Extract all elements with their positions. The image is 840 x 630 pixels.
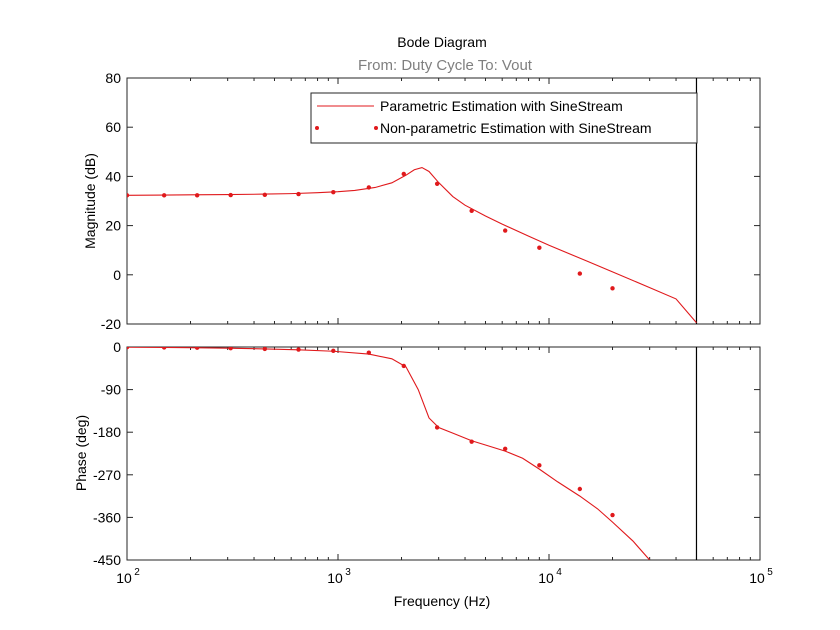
magnitude-panel: -20 0 20 40 60 80 Magnitude (dB) Parametric E… <box>82 70 761 332</box>
nonparametric-data-point <box>401 171 406 177</box>
nonparametric-data-point <box>434 181 440 186</box>
phase-plot-area <box>126 346 761 561</box>
nonparametric-data-point <box>610 512 615 518</box>
nonparametric-data-point <box>577 271 583 276</box>
y-tick-label: 0 <box>113 267 121 283</box>
y-tick-label: 60 <box>105 119 121 135</box>
y-tick-label: -270 <box>93 467 121 483</box>
phase-y-label: Phase (deg) <box>73 415 89 491</box>
y-tick-label: -360 <box>93 509 121 525</box>
nonparametric-data-point <box>577 486 583 492</box>
parametric-estimate-line <box>127 166 697 324</box>
nonparametric-data-point <box>366 350 372 355</box>
x-tick-label-exponent: 2 <box>134 567 140 578</box>
nonparametric-data-point <box>610 286 615 291</box>
legend-entry-parametric: Parametric Estimation with SineStream <box>380 98 623 114</box>
x-axis-label: Frequency (Hz) <box>394 593 490 609</box>
x-tick-label: 10 5 <box>749 567 773 586</box>
nonparametric-data-point <box>296 191 301 197</box>
legend-dot-swatch-left <box>315 126 319 130</box>
y-tick-label: 20 <box>105 218 121 234</box>
x-tick-label: 10 4 <box>538 567 562 586</box>
legend-entry-nonparametric: Non-parametric Estimation with SineStrea… <box>380 120 652 136</box>
magnitude-y-label: Magnitude (dB) <box>82 153 98 249</box>
nonparametric-data-point <box>262 347 268 352</box>
nonparametric-data-point <box>161 193 167 198</box>
x-tick-label-base: 10 <box>538 570 554 586</box>
legend: Parametric Estimation with SineStream No… <box>310 92 698 144</box>
phase-panel: -450 -360 -270 -180 -90 0 Phase (deg) <box>73 339 761 568</box>
nonparametric-data-point <box>434 425 440 430</box>
nonparametric-data-point <box>161 347 167 350</box>
x-tick-label: 10 2 <box>116 567 140 586</box>
y-tick-label: -180 <box>93 424 121 440</box>
y-tick-label: -450 <box>93 552 121 568</box>
nonparametric-data-point <box>331 348 336 353</box>
y-tick-label: 0 <box>113 339 121 355</box>
nonparametric-data-point <box>469 208 474 214</box>
nonparametric-data-point <box>366 185 372 190</box>
nonparametric-data-point <box>127 193 130 198</box>
x-tick-label: 10 3 <box>327 567 351 586</box>
y-tick-label: 80 <box>105 70 121 86</box>
x-tick-label-exponent: 3 <box>345 567 351 578</box>
nonparametric-data-point <box>296 347 301 352</box>
x-tick-label-exponent: 5 <box>767 567 773 578</box>
nonparametric-data-point <box>262 192 268 198</box>
nonparametric-data-point <box>228 192 233 198</box>
chart-subtitle: From: Duty Cycle To: Vout <box>358 57 533 74</box>
y-tick-label: -20 <box>101 316 121 332</box>
nonparametric-data-point <box>401 363 406 369</box>
nonparametric-data-point <box>194 347 200 350</box>
nonparametric-data-point <box>502 228 508 233</box>
nonparametric-data-point <box>331 189 336 195</box>
nonparametric-data-point <box>537 245 542 250</box>
nonparametric-data-point <box>537 463 542 468</box>
chart-title: Bode Diagram <box>397 34 487 50</box>
x-tick-label-base: 10 <box>749 570 765 586</box>
legend-dot-swatch-right <box>374 126 378 130</box>
nonparametric-data-point <box>127 347 130 350</box>
nonparametric-data-point <box>502 446 508 451</box>
legend-box <box>310 92 698 144</box>
x-tick-label-exponent: 4 <box>556 567 562 578</box>
y-tick-label: 40 <box>105 168 121 184</box>
y-tick-label: -90 <box>101 382 121 398</box>
x-tick-label-base: 10 <box>116 570 132 586</box>
x-tick-label-base: 10 <box>327 570 343 586</box>
nonparametric-data-point <box>469 439 474 444</box>
nonparametric-data-point <box>194 193 200 198</box>
nonparametric-data-point <box>228 347 233 351</box>
